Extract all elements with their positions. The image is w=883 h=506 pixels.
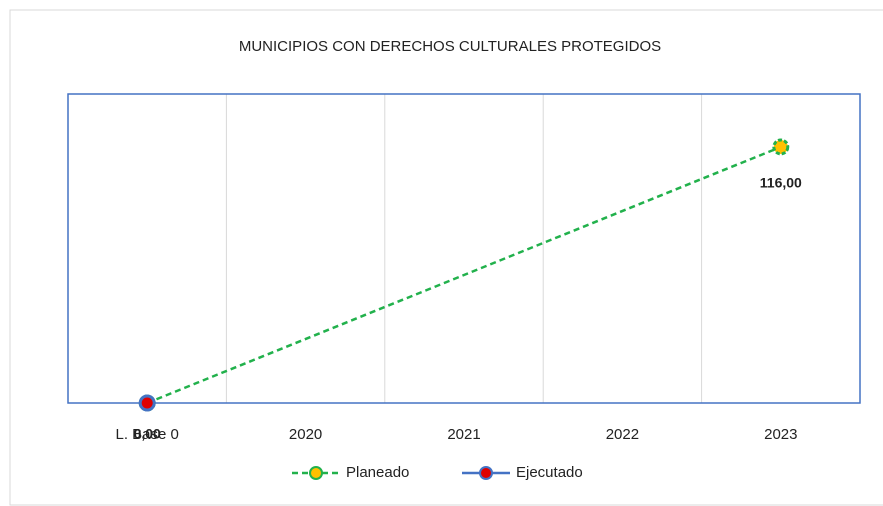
data-point xyxy=(772,138,790,156)
plot-area xyxy=(67,93,861,404)
chart-title: MUNICIPIOS CON DERECHOS CULTURALES PROTE… xyxy=(239,38,661,55)
legend-marker xyxy=(309,466,323,480)
x-tick-label: 2020 xyxy=(289,426,322,443)
data-label: 0,00 xyxy=(134,426,161,442)
legend-label: Planeado xyxy=(346,464,409,481)
data-point xyxy=(138,394,156,412)
x-tick-label: 2023 xyxy=(764,426,797,443)
data-label: 116,00 xyxy=(760,175,802,191)
x-tick-label: L. Base 0 xyxy=(116,426,179,443)
chart-frame xyxy=(9,9,883,506)
legend-label: Ejecutado xyxy=(516,464,583,481)
series-line xyxy=(146,145,782,405)
x-tick-label: 2022 xyxy=(606,426,639,443)
x-tick-label: 2021 xyxy=(447,426,480,443)
legend-marker xyxy=(479,466,493,480)
